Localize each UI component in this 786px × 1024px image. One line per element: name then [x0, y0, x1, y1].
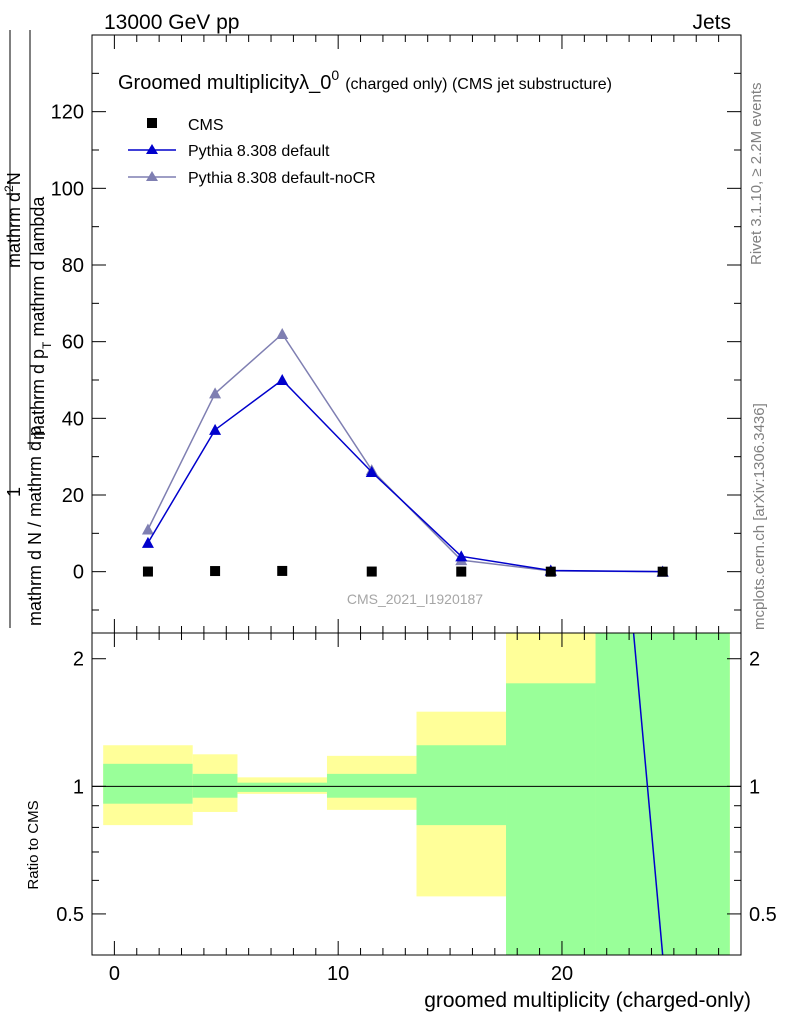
series-marker-1 [276, 374, 289, 385]
stat-uncertainty-band [103, 763, 193, 804]
main-ytick-label: 120 [51, 102, 84, 124]
series-marker-1 [365, 466, 378, 477]
main-ytick-label: 100 [51, 178, 84, 200]
main-ylabel-outer-denominator: mathrm d N / mathrm d p [25, 426, 45, 626]
ratio-ytick-label-left: 2 [73, 649, 84, 671]
ratio-panel: 0.5 0.51 12 20 10 20 [56, 632, 777, 985]
ratio-tick-labels: 0.5 0.51 12 20 10 20 [56, 649, 777, 985]
legend-cms-label: CMS [188, 117, 224, 134]
series-marker-1 [141, 536, 154, 548]
main-ylabel: mathrm d2N mathrm d pT mathrm d lambda 1… [2, 30, 54, 628]
chart-title-main: Groomed multiplicityλ_0 [118, 72, 331, 94]
ratio-ytick-label-left: 0.5 [56, 904, 84, 926]
main-series [141, 328, 669, 577]
main-ticks [92, 35, 741, 633]
cms-data-point [366, 566, 377, 577]
series-marker-1 [209, 423, 222, 435]
legend-pythia-nocr-label: Pythia 8.308 default-noCR [188, 170, 376, 187]
legend-pythia-nocr-marker [146, 171, 158, 181]
chart-title: Groomed multiplicityλ_00 (charged only) (… [118, 67, 612, 94]
series-marker-2 [141, 523, 154, 535]
analysis-watermark: CMS_2021_I1920187 [347, 591, 483, 607]
ratio-ylabel: Ratio to CMS [25, 800, 42, 889]
ratio-lines [92, 632, 741, 956]
ratio-ytick-label-right: 0.5 [749, 904, 777, 926]
ratio-xtick-label: 20 [551, 963, 573, 985]
chart-title-sup: 0 [331, 67, 339, 83]
stat-uncertainty-band [416, 745, 507, 826]
main-ylabel-denominator-upper: mathrm d pT mathrm d lambda [28, 196, 54, 440]
ratio-xtick-label: 10 [327, 963, 349, 985]
cms-data-point [277, 565, 288, 576]
legend-pythia-default-marker [146, 144, 158, 154]
series-marker-2 [276, 328, 289, 339]
stat-uncertainty-band [595, 633, 730, 955]
ratio-xtick-label: 0 [109, 963, 120, 985]
cms-data-point [456, 566, 467, 577]
ratio-frame [91, 632, 742, 956]
header-beam-label: 13000 GeV pp [104, 11, 239, 34]
rivet-label: Rivet 3.1.10, ≥ 2.2M events [748, 83, 765, 266]
series-line-2 [147, 332, 663, 573]
x-axis-label: groomed multiplicity (charged-only) [424, 989, 751, 1012]
main-ytick-label: 20 [62, 485, 84, 507]
stat-uncertainty-band [326, 773, 417, 798]
legend-cms-marker [147, 118, 157, 128]
main-ylabel-numerator: mathrm d2N [2, 172, 24, 268]
cms-data-point [545, 566, 556, 577]
stat-uncertainty-band [506, 683, 596, 955]
main-ytick-label: 60 [62, 332, 84, 354]
series-marker-2 [209, 387, 222, 399]
ratio-ytick-label-left: 1 [73, 776, 84, 798]
stat-uncertainty-band [192, 773, 238, 798]
stat-uncertainty-band [237, 782, 327, 792]
series-marker-1 [455, 550, 468, 562]
cms-data-point [142, 566, 153, 577]
ratio-uncertainty-bands [103, 633, 730, 955]
mcplots-label: mcplots.cern.ch [arXiv:1306.3436] [751, 403, 768, 630]
legend: CMS Pythia 8.308 default Pythia 8.308 de… [128, 117, 376, 187]
cms-data-point [210, 566, 221, 577]
cms-data-point [657, 566, 668, 577]
main-ytick-label: 80 [62, 255, 84, 277]
ratio-pythia-line [632, 632, 664, 956]
ratio-ytick-label-right: 1 [749, 776, 760, 798]
main-ytick-label: 0 [73, 562, 84, 584]
legend-pythia-default-label: Pythia 8.308 default [188, 143, 330, 160]
chart-title-note: (charged only) (CMS jet substructure) [345, 76, 612, 93]
header-process-label: Jets [692, 11, 731, 34]
main-ytick-labels: 0 20 40 60 80 100 120 [51, 102, 84, 584]
series-line-1 [147, 379, 663, 573]
main-ylabel-one: 1 [4, 487, 24, 497]
ratio-ytick-label-right: 2 [749, 649, 760, 671]
main-ytick-label: 40 [62, 408, 84, 430]
